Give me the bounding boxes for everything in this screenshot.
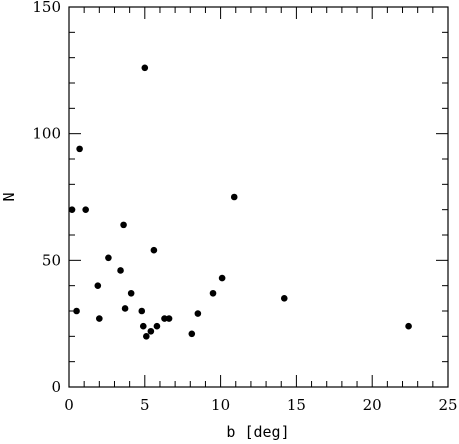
data-point (188, 330, 196, 338)
data-point (139, 322, 147, 330)
y-axis-label: N (0, 192, 18, 201)
data-point (82, 206, 89, 213)
data-point (165, 315, 173, 322)
y-tick-label: 50 (42, 251, 61, 269)
x-tick-label: 25 (438, 396, 457, 414)
x-tick-label: 10 (211, 396, 230, 414)
axis-ticks (68, 6, 449, 388)
data-point (147, 327, 155, 335)
data-point (120, 221, 127, 229)
plot-frame (68, 6, 449, 388)
y-tick-label: 0 (51, 378, 61, 396)
x-tick-label: 20 (363, 396, 382, 414)
data-point (150, 246, 158, 254)
data-point (153, 322, 161, 330)
y-tick-label: 100 (32, 125, 61, 143)
data-point (138, 307, 146, 315)
data-point (209, 289, 217, 297)
data-point (280, 295, 288, 302)
data-point (127, 289, 135, 297)
data-point (141, 64, 149, 72)
y-tick-label: 150 (32, 0, 61, 16)
data-point (161, 315, 168, 322)
data-point (405, 322, 412, 330)
data-point (143, 333, 150, 340)
data-point (96, 315, 103, 322)
data-point (230, 193, 238, 201)
data-point (76, 145, 83, 153)
x-axis-label: b [deg] (226, 423, 289, 441)
data-point (94, 282, 102, 289)
data-point (121, 305, 129, 312)
data-point (218, 274, 226, 282)
data-point (68, 206, 76, 213)
x-tick-label: 5 (140, 396, 150, 414)
data-points (68, 64, 412, 340)
data-point (105, 254, 112, 262)
data-point (73, 307, 80, 315)
x-tick-label: 0 (64, 396, 74, 414)
data-point (117, 267, 124, 274)
data-point (194, 310, 202, 317)
x-tick-label: 15 (287, 396, 306, 414)
tick-labels: 0 5 10 15 20 25 0 50 100 150 (32, 0, 457, 414)
